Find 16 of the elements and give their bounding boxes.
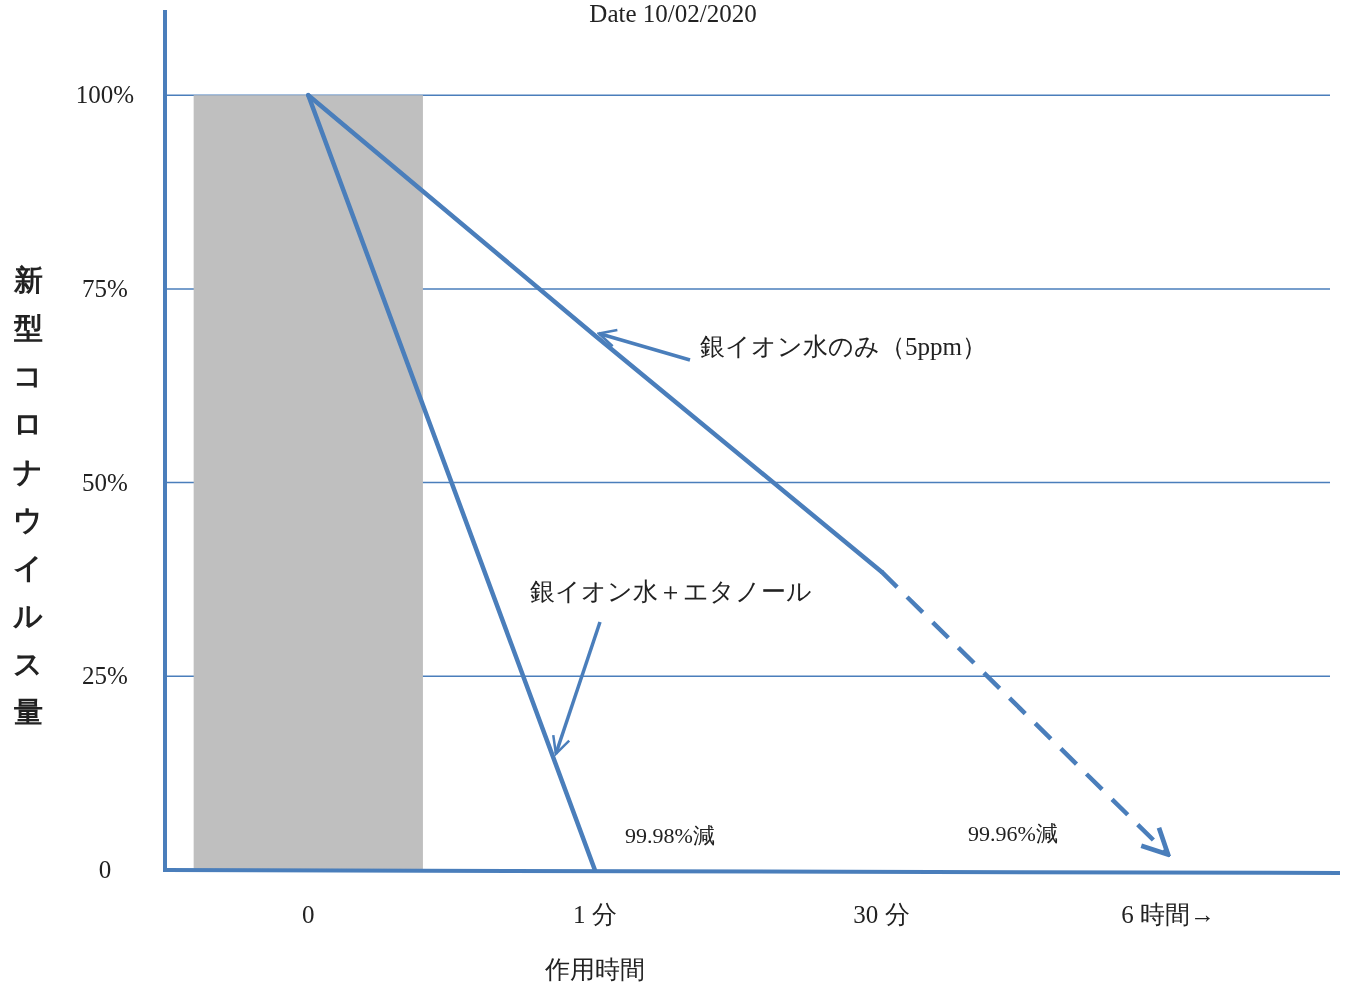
- y-tick-label: 25%: [82, 662, 128, 690]
- x-tick-label: 6 時間→: [1121, 901, 1215, 928]
- series-label: 銀イオン水＋エタノール: [530, 578, 812, 605]
- annotation: 99.98%減: [624, 822, 715, 848]
- chart-title: Date 10/02/2020: [589, 0, 757, 27]
- text: 新型コロナウイルス量: [13, 263, 43, 729]
- annotation: 99.96%減: [968, 821, 1058, 847]
- y-tick-label: 75%: [82, 274, 128, 302]
- legend-label: 銀イオン水のみ（5ppm）: [700, 333, 987, 360]
- y-tick-label: 0: [98, 856, 112, 883]
- x-tick-label: 0: [302, 901, 315, 928]
- y-tick-label: 100%: [75, 81, 135, 109]
- x-tick-label: 1 分: [573, 901, 617, 928]
- y-tick-label: 50%: [82, 468, 128, 496]
- x-tick-label: 30 分: [853, 901, 910, 928]
- x-axis-title: 作用時間: [543, 956, 645, 983]
